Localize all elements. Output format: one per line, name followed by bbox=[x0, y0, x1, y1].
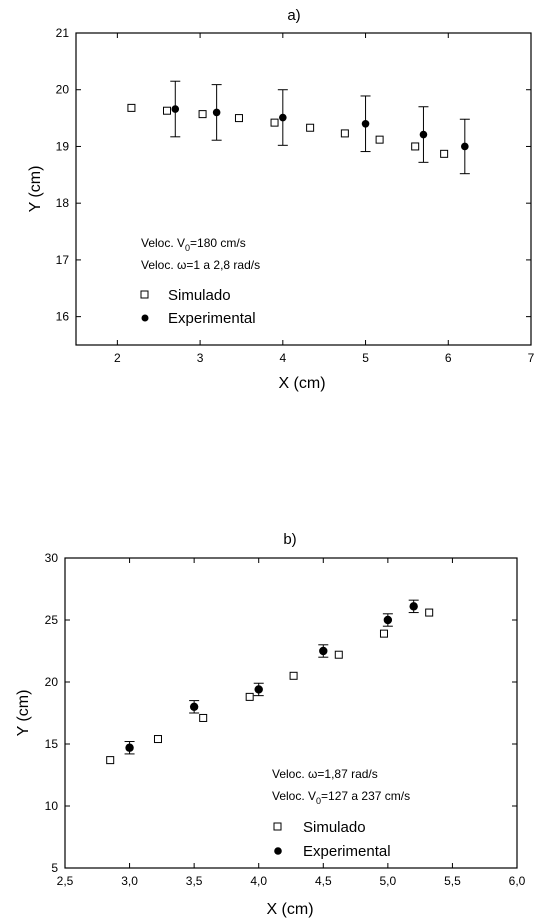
chart-b-x-tick-label: 2,5 bbox=[57, 874, 74, 888]
chart-b-experimental-point bbox=[409, 602, 418, 611]
chart-a-legend-square-marker bbox=[140, 290, 149, 299]
chart-b-plot-frame bbox=[64, 557, 518, 869]
chart-b-y-tick-label: 10 bbox=[45, 799, 59, 813]
chart-b-experimental-point bbox=[383, 615, 393, 625]
chart-b-y-tick-label: 15 bbox=[45, 737, 59, 751]
chart-a-x-tick-label: 4 bbox=[279, 351, 286, 365]
chart-a-y-axis-label: Y (cm) bbox=[27, 166, 44, 213]
chart-b-simulado-point bbox=[245, 692, 254, 701]
chart-b-x-tick-label: 3,0 bbox=[121, 874, 138, 888]
chart-a-y-tick-label: 20 bbox=[56, 83, 70, 97]
chart-a-x-tick-label: 6 bbox=[445, 351, 452, 365]
chart-a-x-axis-label: X (cm) bbox=[278, 375, 325, 392]
chart-a-simulado-point bbox=[411, 142, 420, 151]
chart-b-legend: Simulado Experimental bbox=[273, 819, 391, 860]
chart-a-x-tick-label: 5 bbox=[362, 351, 369, 365]
chart-b-y-tick-label: 5 bbox=[51, 861, 58, 875]
chart-a-simulado-point bbox=[198, 110, 207, 119]
chart-a-simulado-point bbox=[163, 106, 171, 115]
chart-a-y-tick-label: 16 bbox=[56, 310, 70, 324]
chart-b-annotation: Veloc. ω=1,87 rad/s Veloc. V0=127 a 237 … bbox=[272, 767, 410, 806]
chart-a-annotation-line-2: Veloc. ω=1 a 2,8 rad/s bbox=[141, 258, 260, 272]
chart-a-y-tick-label: 19 bbox=[56, 139, 70, 153]
chart-a-y-tick-label: 18 bbox=[56, 196, 70, 210]
chart-a-legend-experimental: Experimental bbox=[168, 310, 256, 327]
chart-a-y-tick-label: 21 bbox=[56, 26, 70, 40]
chart-a-annotation-line-1: Veloc. V0=180 cm/s bbox=[141, 236, 246, 253]
chart-b-simulado-point bbox=[425, 608, 434, 617]
chart-a-simulado-point bbox=[306, 123, 315, 132]
chart-b-legend-circle-marker bbox=[274, 847, 282, 855]
chart-b-annotation-line-2: Veloc. V0=127 a 237 cm/s bbox=[272, 789, 410, 806]
chart-b-legend-experimental: Experimental bbox=[303, 843, 391, 860]
chart-a-simulado-point bbox=[127, 103, 136, 112]
chart-b-experimental-point bbox=[319, 646, 328, 656]
chart-a-x-tick-label: 3 bbox=[197, 351, 204, 365]
chart-a-legend-simulado: Simulado bbox=[168, 287, 231, 304]
chart-b-x-tick-label: 4,0 bbox=[250, 874, 267, 888]
chart-b-simulado-point bbox=[106, 756, 115, 765]
chart-b-x-axis-label: X (cm) bbox=[266, 901, 313, 918]
chart-b-y-tick-label: 20 bbox=[45, 675, 59, 689]
chart-a-experimental-point bbox=[361, 119, 370, 128]
chart-b-x-tick-label: 6,0 bbox=[509, 874, 526, 888]
chart-panel-b: b) 2,5 3,0 3,5 4,0 4,5 5,0 5,5 6,0 5 10 15 20 25 30 X… bbox=[15, 531, 526, 918]
chart-a-legend: Simulado Experimental bbox=[140, 287, 256, 327]
chart-b-x-tick-label: 5,5 bbox=[444, 874, 461, 888]
chart-a-experimental-point bbox=[279, 113, 287, 122]
chart-b-simulado-point bbox=[289, 671, 298, 680]
chart-a-x-tick-label: 7 bbox=[528, 351, 535, 365]
chart-a-experimental-point bbox=[212, 108, 221, 117]
chart-b-experimental-point bbox=[189, 702, 199, 711]
chart-b-simulado-point bbox=[153, 735, 162, 744]
chart-a-simulado-point bbox=[340, 129, 349, 138]
chart-a-title: a) bbox=[287, 7, 300, 24]
chart-a-simulado-point bbox=[270, 118, 279, 127]
chart-b-simulado-point bbox=[199, 713, 208, 722]
chart-b-legend-simulado: Simulado bbox=[303, 819, 366, 836]
chart-b-y-tick-label: 30 bbox=[45, 551, 59, 565]
chart-a-simulado-point bbox=[234, 114, 243, 123]
chart-panel-a: a) 2 3 4 5 6 7 16 17 18 19 20 21 X (cm) Y (cm) Velo… bbox=[27, 7, 535, 392]
chart-b-y-tick-label: 25 bbox=[45, 613, 59, 627]
chart-a-experimental-point bbox=[461, 142, 469, 151]
chart-b-simulado-point bbox=[379, 629, 388, 638]
chart-a-experimental-point bbox=[419, 130, 428, 139]
chart-b-simulado-point bbox=[334, 650, 343, 659]
chart-b-x-tick-label: 4,5 bbox=[315, 874, 332, 888]
chart-b-x-tick-label: 3,5 bbox=[186, 874, 203, 888]
chart-b-experimental-point bbox=[125, 743, 134, 752]
chart-a-plot-frame bbox=[75, 32, 532, 346]
chart-b-y-axis-label: Y (cm) bbox=[15, 690, 32, 737]
chart-a-simulado-point bbox=[440, 149, 449, 158]
chart-b-experimental-point bbox=[254, 685, 263, 694]
chart-b-legend-square-marker bbox=[273, 822, 282, 831]
chart-a-experimental-point bbox=[171, 105, 180, 113]
chart-b-x-tick-label: 5,0 bbox=[380, 874, 397, 888]
chart-b-annotation-line-1: Veloc. ω=1,87 rad/s bbox=[272, 767, 378, 781]
chart-a-x-tick-label: 2 bbox=[114, 351, 121, 365]
chart-a-annotation: Veloc. V0=180 cm/s Veloc. ω=1 a 2,8 rad/… bbox=[141, 236, 260, 272]
chart-a-y-tick-label: 17 bbox=[56, 253, 70, 267]
chart-a-simulado-point bbox=[375, 135, 384, 144]
chart-b-title: b) bbox=[283, 531, 296, 548]
chart-a-legend-circle-marker bbox=[141, 314, 149, 322]
